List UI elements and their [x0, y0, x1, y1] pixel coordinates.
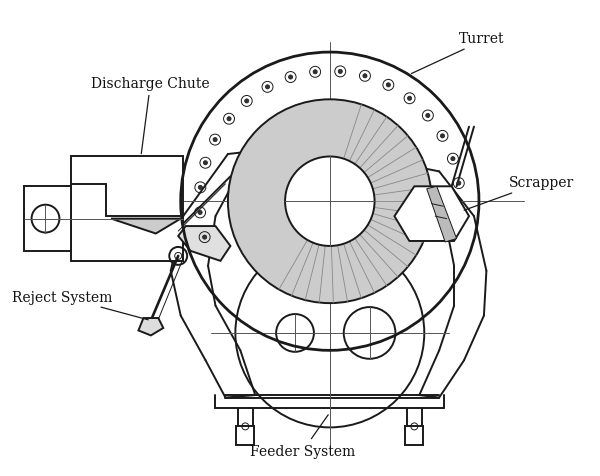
Circle shape	[203, 236, 207, 240]
Circle shape	[363, 75, 367, 79]
Text: Feeder System: Feeder System	[250, 415, 356, 458]
Circle shape	[198, 186, 202, 190]
Polygon shape	[427, 187, 457, 242]
Circle shape	[265, 86, 269, 90]
Polygon shape	[178, 227, 230, 261]
Circle shape	[203, 161, 208, 166]
Circle shape	[245, 99, 249, 104]
Polygon shape	[71, 157, 183, 261]
Circle shape	[227, 118, 231, 121]
Circle shape	[451, 157, 455, 161]
Circle shape	[289, 76, 293, 80]
Circle shape	[457, 182, 461, 186]
Text: Discharge Chute: Discharge Chute	[91, 77, 210, 154]
Bar	[236, 426, 254, 445]
Polygon shape	[139, 318, 163, 336]
Text: Scrapper: Scrapper	[464, 176, 574, 211]
Polygon shape	[24, 187, 71, 251]
Bar	[406, 426, 423, 445]
Circle shape	[198, 211, 202, 215]
Circle shape	[285, 157, 374, 247]
Circle shape	[235, 239, 424, 427]
Circle shape	[426, 114, 430, 119]
Circle shape	[338, 70, 343, 74]
Text: Reject System: Reject System	[11, 290, 148, 320]
Circle shape	[440, 135, 445, 139]
Polygon shape	[111, 219, 181, 234]
Circle shape	[407, 97, 412, 101]
Text: Turret: Turret	[412, 32, 505, 74]
Circle shape	[386, 84, 391, 88]
Circle shape	[213, 138, 217, 142]
Circle shape	[228, 100, 432, 304]
Circle shape	[313, 70, 317, 75]
Polygon shape	[394, 187, 469, 241]
